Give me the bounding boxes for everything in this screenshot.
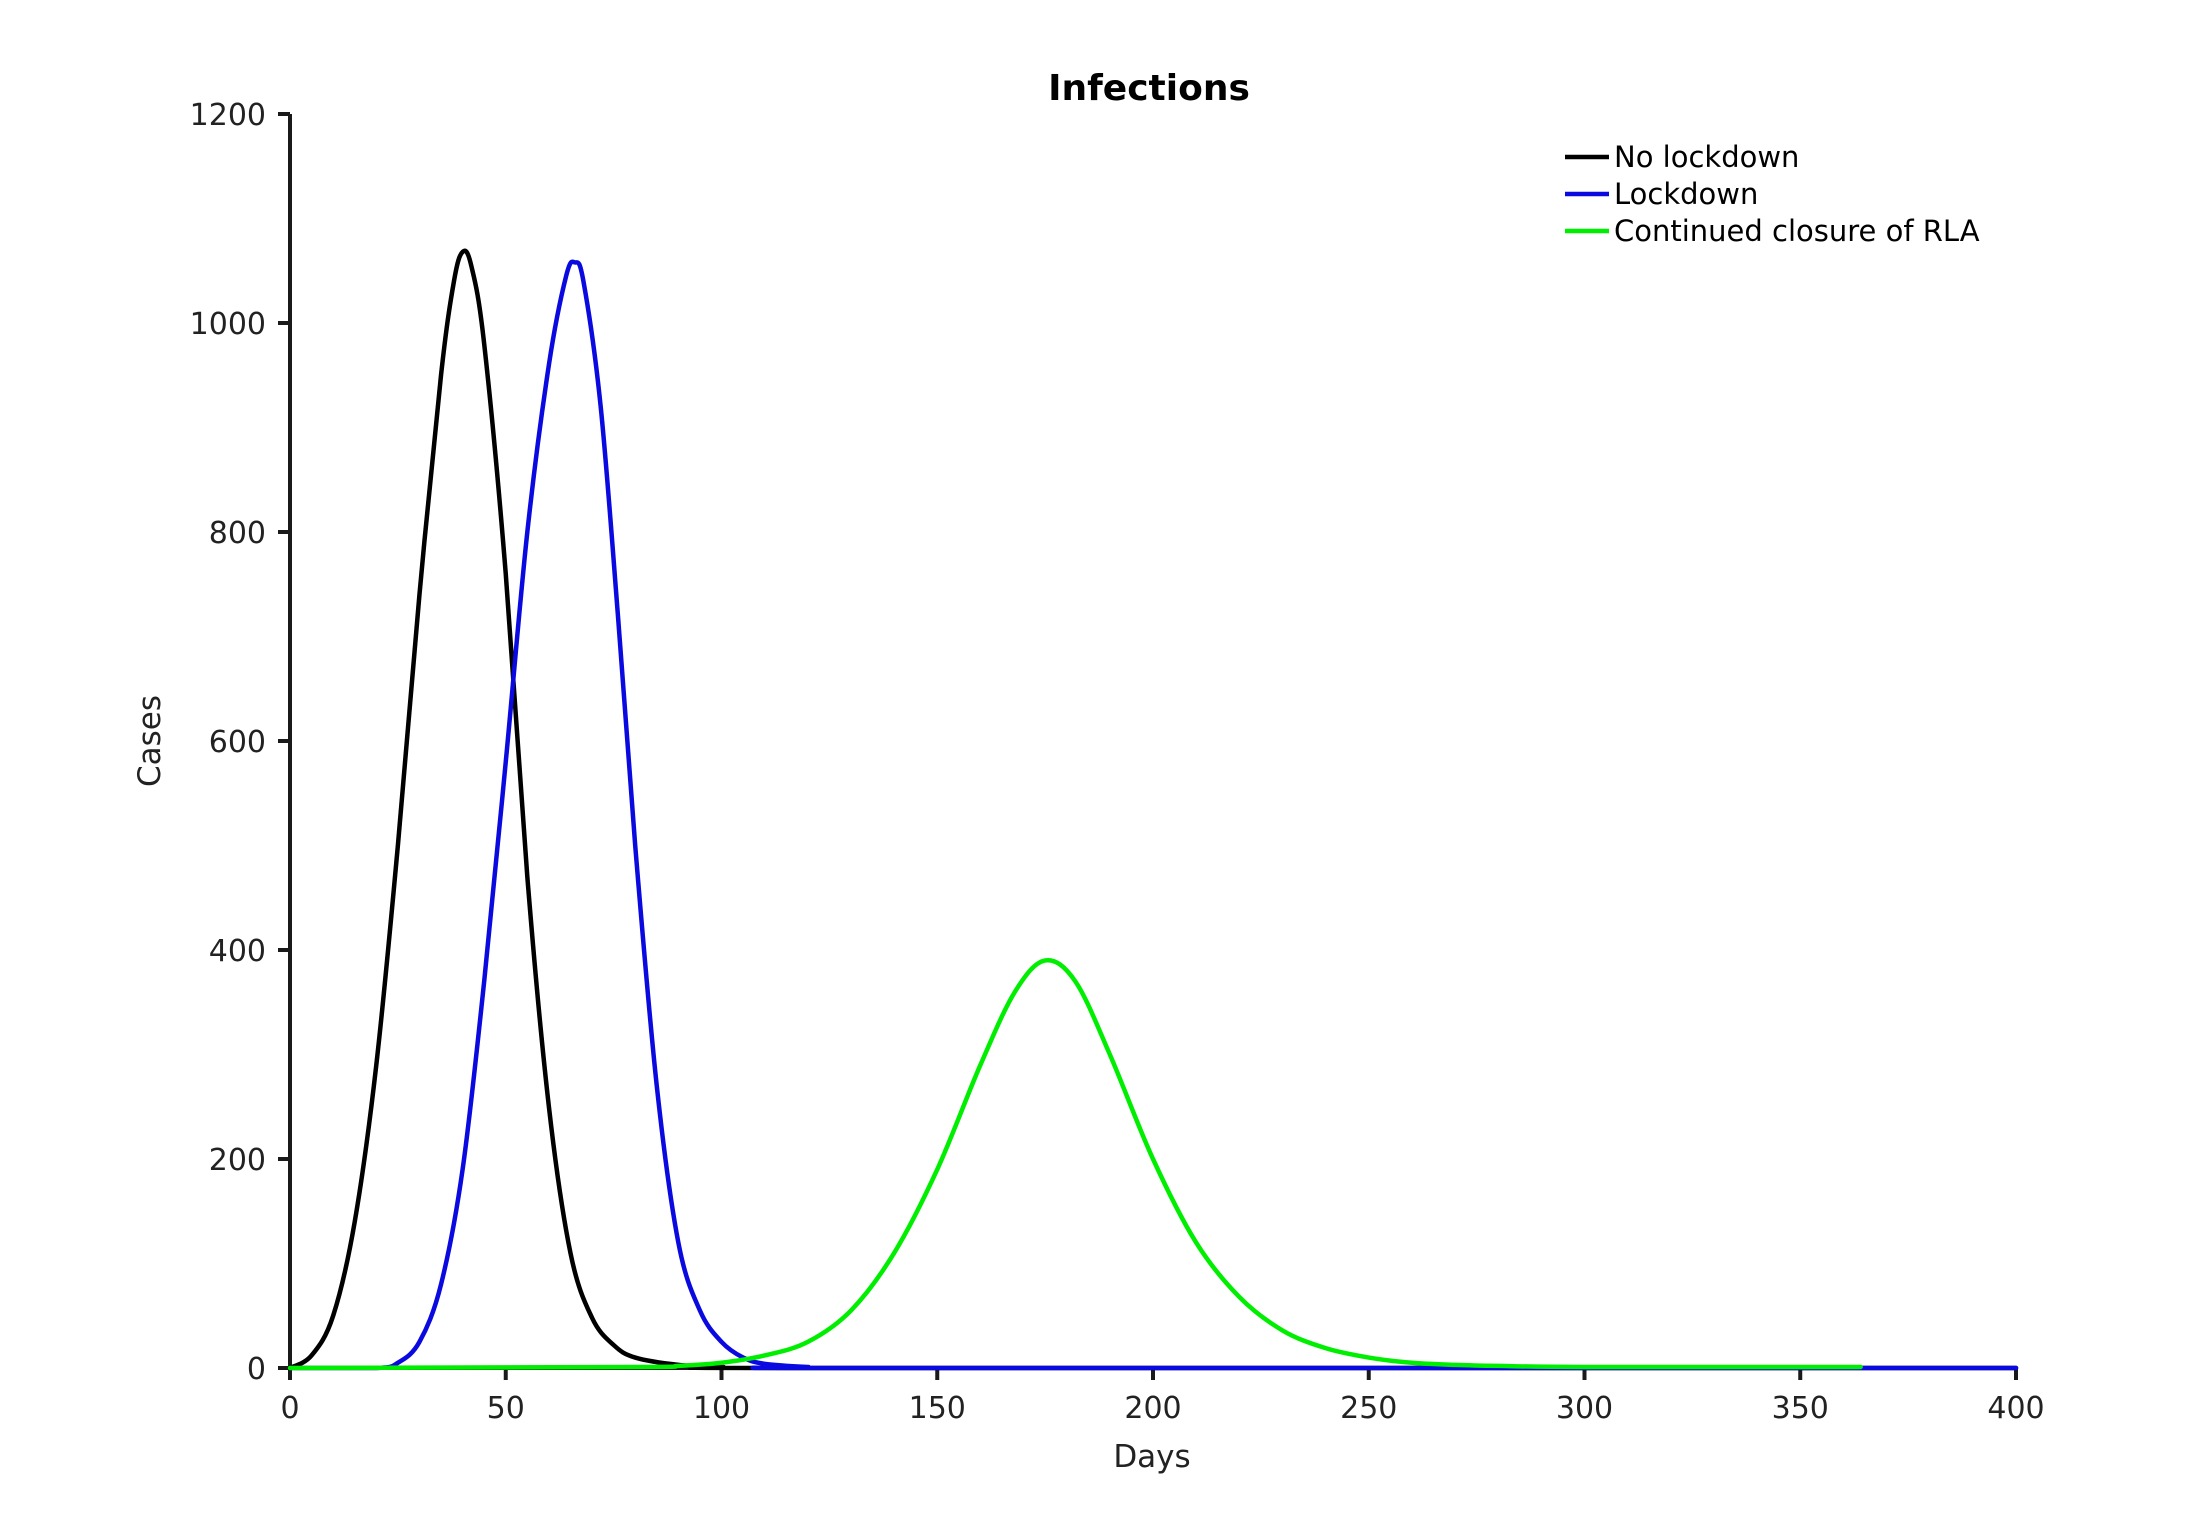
x-tick-label: 400 bbox=[1987, 1391, 2044, 1426]
x-axis-label: Days bbox=[1113, 1439, 1190, 1475]
y-tick-label: 1200 bbox=[190, 98, 266, 133]
x-tick-label: 350 bbox=[1772, 1391, 1829, 1426]
x-tick-label: 50 bbox=[487, 1391, 525, 1426]
x-tick-label: 200 bbox=[1124, 1391, 1181, 1426]
chart-title: Infections bbox=[1048, 68, 1250, 109]
series-line-continued-closure-of-rla bbox=[287, 957, 1863, 1371]
legend-label-lockdown: Lockdown bbox=[1614, 177, 1758, 211]
legend-label-no-lockdown: No lockdown bbox=[1614, 140, 1799, 174]
x-tick-label: 0 bbox=[280, 1391, 299, 1426]
x-tick-label: 300 bbox=[1556, 1391, 1613, 1426]
x-tick-label: 100 bbox=[693, 1391, 750, 1426]
plot-area: 0 200 400 600 800 1000 1200 0 50 100 150 200 250 300… bbox=[190, 98, 2045, 1426]
y-tick-label: 800 bbox=[209, 516, 266, 551]
y-axis-label: Cases bbox=[132, 695, 168, 787]
y-tick-label: 0 bbox=[247, 1352, 266, 1387]
y-ticks: 0 200 400 600 800 1000 1200 bbox=[190, 98, 290, 1387]
series-line-lockdown bbox=[287, 259, 2019, 1371]
x-tick-label: 250 bbox=[1340, 1391, 1397, 1426]
series-group bbox=[287, 248, 2019, 1371]
legend-label-continued-closure-of-rla: Continued closure of RLA bbox=[1614, 214, 1980, 248]
x-ticks: 0 50 100 150 200 250 300 350 400 bbox=[280, 1368, 2045, 1426]
y-tick-label: 1000 bbox=[190, 307, 266, 342]
series-line-no-lockdown bbox=[287, 248, 2019, 1371]
y-tick-label: 400 bbox=[209, 934, 266, 969]
y-tick-label: 200 bbox=[209, 1143, 266, 1178]
y-tick-label: 600 bbox=[209, 725, 266, 760]
x-tick-label: 150 bbox=[909, 1391, 966, 1426]
